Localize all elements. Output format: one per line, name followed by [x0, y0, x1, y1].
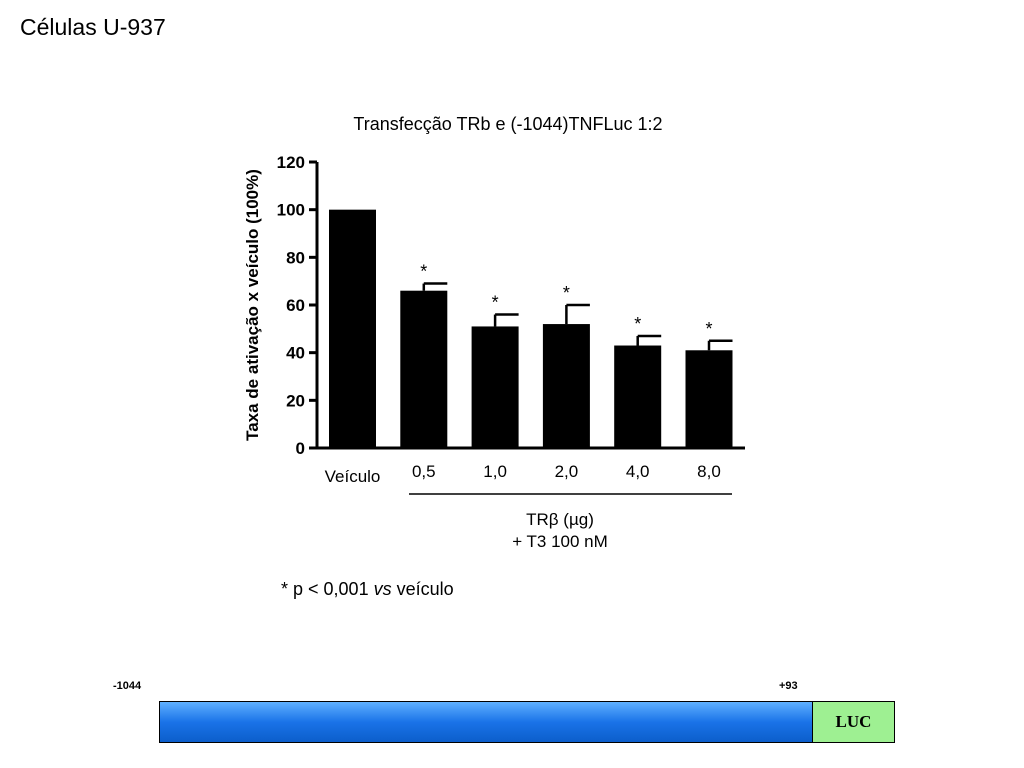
significance-mark: *: [634, 314, 641, 334]
significance-mark: *: [420, 262, 427, 282]
x-tick-label: 4,0: [626, 462, 650, 481]
tnf-promoter-region: [160, 702, 813, 742]
x-tick-label: 0,5: [412, 462, 436, 481]
y-tick-label: 40: [286, 344, 305, 363]
x-tick-label: 8,0: [697, 462, 721, 481]
slide-title: Células U-937: [20, 14, 166, 40]
bar: [542, 324, 590, 448]
x-tick-label: Veículo: [325, 467, 381, 486]
bar-chart: Transfecção TRb e (-1044)TNFLuc 1:2 Taxa…: [243, 114, 745, 551]
group-label-treatment: TRβ (µg): [526, 510, 594, 529]
x-tick-label: 1,0: [483, 462, 507, 481]
footnote-prefix: * p < 0,001: [281, 579, 374, 599]
bar: [329, 209, 376, 448]
x-tick-label: 2,0: [555, 462, 579, 481]
y-tick-label: 100: [277, 201, 305, 220]
group-label-t3: + T3 100 nM: [512, 532, 608, 551]
bar: [685, 350, 733, 448]
bar: [471, 326, 519, 448]
significance-mark: *: [563, 283, 570, 303]
promoter-construct-diagram: LUC: [159, 701, 895, 743]
significance-mark: *: [705, 319, 712, 339]
bar: [400, 290, 448, 448]
significance-mark: *: [492, 293, 499, 313]
luc-reporter-box: LUC: [813, 702, 894, 742]
luc-label: LUC: [835, 712, 872, 731]
y-axis-label: Taxa de ativação x veículo (100%): [243, 169, 262, 441]
y-tick-label: 20: [286, 391, 305, 410]
chart-title: Transfecção TRb e (-1044)TNFLuc 1:2: [353, 114, 662, 134]
footnote-suffix: veículo: [391, 579, 454, 599]
bar: [614, 345, 662, 448]
y-tick-label: 0: [296, 439, 305, 458]
significance-footnote: * p < 0,001 vs veículo: [281, 579, 454, 600]
y-tick-label: 60: [286, 296, 305, 315]
footnote-vs: vs: [373, 579, 392, 599]
y-tick-label: 80: [286, 248, 305, 267]
y-tick-label: 120: [277, 153, 305, 172]
construct-end-label: +93: [779, 680, 798, 692]
construct-start-label: -1044: [113, 680, 142, 692]
